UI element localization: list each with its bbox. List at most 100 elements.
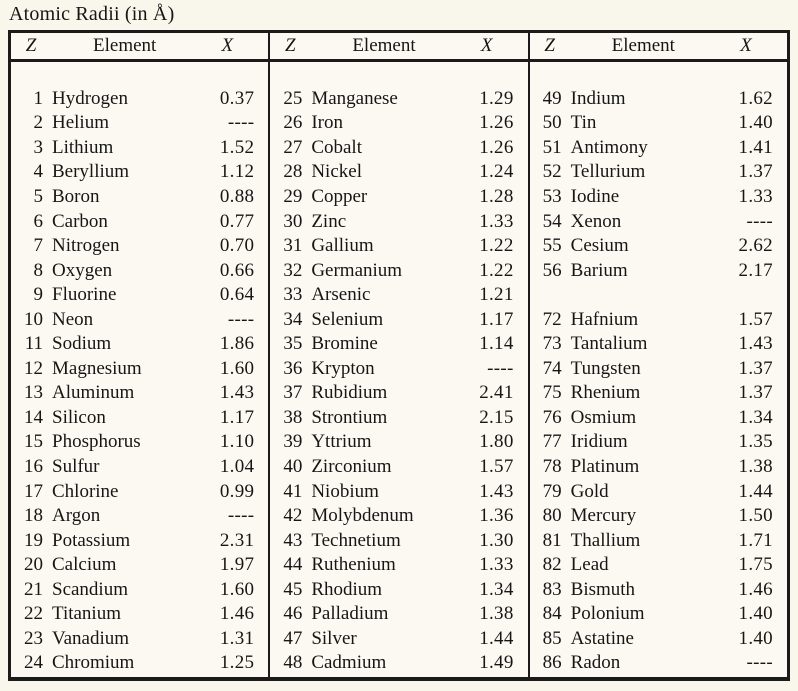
element-name: Technetium <box>311 530 401 550</box>
element-name: Iodine <box>570 186 620 206</box>
x-value: 1.97 <box>219 554 255 576</box>
x-value: 1.46 <box>219 603 255 625</box>
z-value: 22 <box>24 603 43 625</box>
x-value: 1.21 <box>479 284 514 306</box>
x-value: 1.75 <box>738 554 773 576</box>
table-row: 51 Antimony 1.41 <box>530 135 787 160</box>
x-value: 1.46 <box>738 578 773 600</box>
z-value: 73 <box>542 333 562 355</box>
header-z: Z <box>285 35 296 56</box>
header-spacer <box>11 62 268 86</box>
element-name: Thallium <box>570 530 641 550</box>
header-z: Z <box>25 35 37 56</box>
x-value: 1.38 <box>479 603 514 625</box>
z-value: 4 <box>33 161 44 183</box>
atomic-radii-table: Z Element X 1 Hydrogen 0.37 2 Helium ---- 3 Lit… <box>8 30 790 681</box>
z-value: 45 <box>283 578 303 600</box>
table-column-group-1: Z Element X 1 Hydrogen 0.37 2 Helium ---- 3 Lit… <box>11 33 271 677</box>
header-x: X <box>740 35 752 56</box>
element-name: Iridium <box>570 432 628 452</box>
z-value: 33 <box>283 284 303 306</box>
element-name: Osmium <box>570 407 637 427</box>
z-value: 32 <box>283 259 303 281</box>
z-value: 77 <box>542 431 562 453</box>
z-value: 53 <box>542 185 562 207</box>
table-row: 27 Cobalt 1.26 <box>270 135 527 160</box>
z-value: 35 <box>283 333 303 355</box>
x-value: 1.62 <box>738 87 773 109</box>
z-value: 80 <box>542 505 562 527</box>
element-name: Molybdenum <box>311 506 414 526</box>
z-value: 41 <box>283 480 303 502</box>
element-name: Tungsten <box>570 358 641 378</box>
table-row: 83 Bismuth 1.46 <box>530 577 787 602</box>
x-value: ---- <box>746 652 773 674</box>
element-name: Boron <box>52 186 100 206</box>
z-value: 14 <box>24 406 43 428</box>
z-value: 24 <box>24 652 43 674</box>
table-row: 6 Carbon 0.77 <box>11 209 268 234</box>
z-value: 31 <box>283 235 303 257</box>
x-value: 1.30 <box>479 529 514 551</box>
element-name: Krypton <box>311 358 375 378</box>
z-value: 13 <box>24 382 43 404</box>
table-row: 38 Strontium 2.15 <box>270 405 527 430</box>
z-value: 28 <box>283 161 303 183</box>
z-value: 81 <box>542 529 562 551</box>
table-row: 12 Magnesium 1.60 <box>11 356 268 381</box>
x-value: 1.31 <box>219 627 255 649</box>
element-name: Lithium <box>52 137 114 157</box>
z-value: 76 <box>542 406 562 428</box>
x-value: 1.34 <box>738 406 773 428</box>
element-name: Hafnium <box>570 309 639 329</box>
x-value: 1.04 <box>219 455 255 477</box>
table-row: 82 Lead 1.75 <box>530 552 787 577</box>
table-row: 48 Cadmium 1.49 <box>270 651 527 676</box>
z-value: 34 <box>283 308 303 330</box>
z-value: 7 <box>33 235 44 257</box>
table-row: 21 Scandium 1.60 <box>11 577 268 602</box>
x-value: 2.17 <box>738 259 773 281</box>
table-row: 2 Helium ---- <box>11 111 268 136</box>
table-row: 26 Iron 1.26 <box>270 111 527 136</box>
table-row: 77 Iridium 1.35 <box>530 430 787 455</box>
table-title: Atomic Radii (in Å) <box>9 3 175 25</box>
z-value: 44 <box>283 554 303 576</box>
table-row: 25 Manganese 1.29 <box>270 86 527 111</box>
table-row: 81 Thallium 1.71 <box>530 528 787 553</box>
element-name: Antimony <box>570 137 648 157</box>
x-value: 1.10 <box>219 431 255 453</box>
element-name: Zinc <box>311 211 347 231</box>
element-name: Niobium <box>311 481 379 501</box>
x-value: 0.66 <box>219 259 255 281</box>
x-value: ---- <box>487 357 514 379</box>
element-name: Zirconium <box>311 456 392 476</box>
z-value: 16 <box>24 455 43 477</box>
x-value: 2.62 <box>738 235 773 257</box>
header-spacer <box>530 62 787 86</box>
element-name: Neon <box>52 309 94 329</box>
header-element: Element <box>93 35 157 56</box>
element-name: Gallium <box>311 236 374 256</box>
table-row: 85 Astatine 1.40 <box>530 626 787 651</box>
x-value: 1.24 <box>479 161 514 183</box>
x-value: ---- <box>227 112 255 134</box>
header-x: X <box>480 35 493 56</box>
table-row: 22 Titanium 1.46 <box>11 601 268 626</box>
z-value: 78 <box>542 455 562 477</box>
z-value: 39 <box>283 431 303 453</box>
x-value: 1.33 <box>479 554 514 576</box>
table-row: 3 Lithium 1.52 <box>11 135 268 160</box>
table-row: 50 Tin 1.40 <box>530 111 787 136</box>
x-value: 1.40 <box>738 627 773 649</box>
element-name: Chromium <box>52 653 135 673</box>
z-value: 8 <box>33 259 44 281</box>
element-name: Oxygen <box>52 260 113 280</box>
table-row: 16 Sulfur 1.04 <box>11 454 268 479</box>
z-value: 19 <box>24 529 43 551</box>
x-value: ---- <box>227 308 255 330</box>
element-name: Arsenic <box>311 285 371 305</box>
x-value: 2.31 <box>219 529 255 551</box>
x-value: 1.44 <box>479 627 514 649</box>
element-name: Argon <box>52 506 101 526</box>
